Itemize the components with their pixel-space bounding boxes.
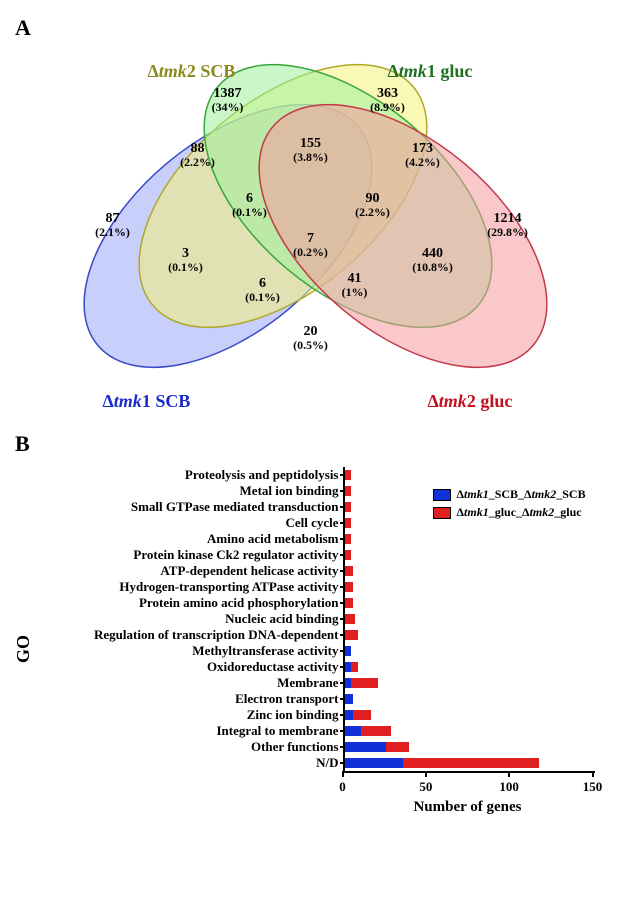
bar-seg-gluc — [361, 726, 391, 736]
bar-seg-gluc — [351, 662, 358, 672]
category-label: Membrane — [23, 675, 343, 691]
venn-region-ACD: 6(0.1%) — [238, 276, 288, 304]
venn-region-AC: 3(0.1%) — [161, 246, 211, 274]
bar-seg-scb — [345, 662, 352, 672]
bar-seg-gluc — [345, 550, 352, 560]
category-label: Oxidoreductase activity — [23, 659, 343, 675]
category-label: Small GTPase mediated transduction — [23, 499, 343, 515]
x-tick-label: 0 — [339, 779, 346, 795]
legend-swatch — [433, 489, 451, 501]
bar-seg-gluc — [345, 518, 352, 528]
category-label: Amino acid metabolism — [23, 531, 343, 547]
venn-region-CD: 173(4.2%) — [398, 141, 448, 169]
bar-seg-scb — [345, 758, 403, 768]
venn-region-ABCD: 7(0.2%) — [286, 231, 336, 259]
bar-seg-gluc — [345, 630, 358, 640]
category-label: Hydrogen-transporting ATPase activity — [23, 579, 343, 595]
category-label: Nucleic acid binding — [23, 611, 343, 627]
bar-row — [345, 611, 595, 627]
bar-seg-gluc — [353, 710, 371, 720]
bar-row — [345, 739, 595, 755]
legend-row: Δtmk1_gluc_Δtmk2_gluc — [433, 505, 586, 520]
bar-row — [345, 675, 595, 691]
venn-region-C_only: 363(8.9%) — [363, 86, 413, 114]
bar-chart: GO Proteolysis and peptidolysisMetal ion… — [23, 467, 603, 831]
x-tick-label: 150 — [583, 779, 603, 795]
venn-set-label-tmk2_gluc: Δtmk2 gluc — [428, 391, 513, 412]
venn-region-AB: 88(2.2%) — [173, 141, 223, 169]
category-label: ATP-dependent helicase activity — [23, 563, 343, 579]
legend-swatch — [433, 507, 451, 519]
bar-seg-scb — [345, 742, 387, 752]
category-label: Proteolysis and peptidolysis — [23, 467, 343, 483]
bar-row — [345, 595, 595, 611]
bar-seg-gluc — [351, 678, 378, 688]
category-label: N/D — [23, 755, 343, 771]
x-tick-label: 100 — [499, 779, 519, 795]
venn-region-ABC: 6(0.1%) — [225, 191, 275, 219]
bar-row — [345, 723, 595, 739]
bar-row — [345, 467, 595, 483]
category-label: Cell cycle — [23, 515, 343, 531]
bar-row — [345, 691, 595, 707]
venn-region-B_only: 1387(34%) — [203, 86, 253, 114]
category-label: Electron transport — [23, 691, 343, 707]
bar-seg-gluc — [345, 486, 352, 496]
venn-region-D_only: 1214(29.8%) — [483, 211, 533, 239]
bar-seg-scb — [345, 694, 353, 704]
category-label: Regulation of transcription DNA-dependen… — [23, 627, 343, 643]
bar-seg-gluc — [386, 742, 409, 752]
venn-region-BD: 440(10.8%) — [408, 246, 458, 274]
venn-set-label-tmk2_SCB: Δtmk2 SCB — [148, 61, 236, 82]
bar-seg-gluc — [345, 598, 353, 608]
bar-seg-gluc — [345, 614, 355, 624]
bar-row — [345, 579, 595, 595]
bar-seg-scb — [345, 726, 362, 736]
bar-seg-scb — [345, 710, 353, 720]
bar-seg-gluc — [345, 566, 353, 576]
venn-region-BCD: 90(2.2%) — [348, 191, 398, 219]
bar-seg-gluc — [345, 470, 352, 480]
x-axis-title: Number of genes — [343, 799, 593, 816]
category-label: Zinc ion binding — [23, 707, 343, 723]
bar-row — [345, 755, 595, 771]
category-label: Metal ion binding — [23, 483, 343, 499]
bar-seg-gluc — [345, 534, 352, 544]
legend-row: Δtmk1_SCB_Δtmk2_SCB — [433, 487, 586, 502]
venn-region-ABD: 41(1%) — [330, 271, 380, 299]
bar-seg-gluc — [345, 582, 353, 592]
category-label: Protein kinase Ck2 regulator activity — [23, 547, 343, 563]
venn-set-label-tmk1_SCB: Δtmk1 SCB — [103, 391, 191, 412]
bar-row — [345, 547, 595, 563]
category-label: Methyltransferase activity — [23, 643, 343, 659]
venn-region-AD: 20(0.5%) — [286, 324, 336, 352]
bar-seg-scb — [345, 646, 352, 656]
venn-diagram: Δtmk1 SCB Δtmk2 SCB Δtmk1 gluc Δtmk2 gluc 87… — [28, 46, 598, 426]
panel-b-label: B — [15, 431, 615, 457]
bar-row — [345, 563, 595, 579]
venn-set-label-tmk1_gluc: Δtmk1 gluc — [388, 61, 473, 82]
bar-row — [345, 627, 595, 643]
legend-label: Δtmk1_SCB_Δtmk2_SCB — [457, 487, 586, 502]
category-label: Other functions — [23, 739, 343, 755]
legend-label: Δtmk1_gluc_Δtmk2_gluc — [457, 505, 582, 520]
bar-row — [345, 643, 595, 659]
venn-region-A_only: 87(2.1%) — [88, 211, 138, 239]
legend: Δtmk1_SCB_Δtmk2_SCB Δtmk1_gluc_Δtmk2_gluc — [433, 487, 586, 523]
venn-region-BC: 155(3.8%) — [286, 136, 336, 164]
category-label: Protein amino acid phosphorylation — [23, 595, 343, 611]
x-tick-label: 50 — [419, 779, 432, 795]
bar-seg-gluc — [345, 502, 352, 512]
category-label: Integral to membrane — [23, 723, 343, 739]
bar-seg-scb — [345, 678, 352, 688]
bar-row — [345, 707, 595, 723]
bar-seg-gluc — [403, 758, 540, 768]
bar-row — [345, 659, 595, 675]
bar-row — [345, 531, 595, 547]
panel-a-label: A — [15, 15, 615, 41]
